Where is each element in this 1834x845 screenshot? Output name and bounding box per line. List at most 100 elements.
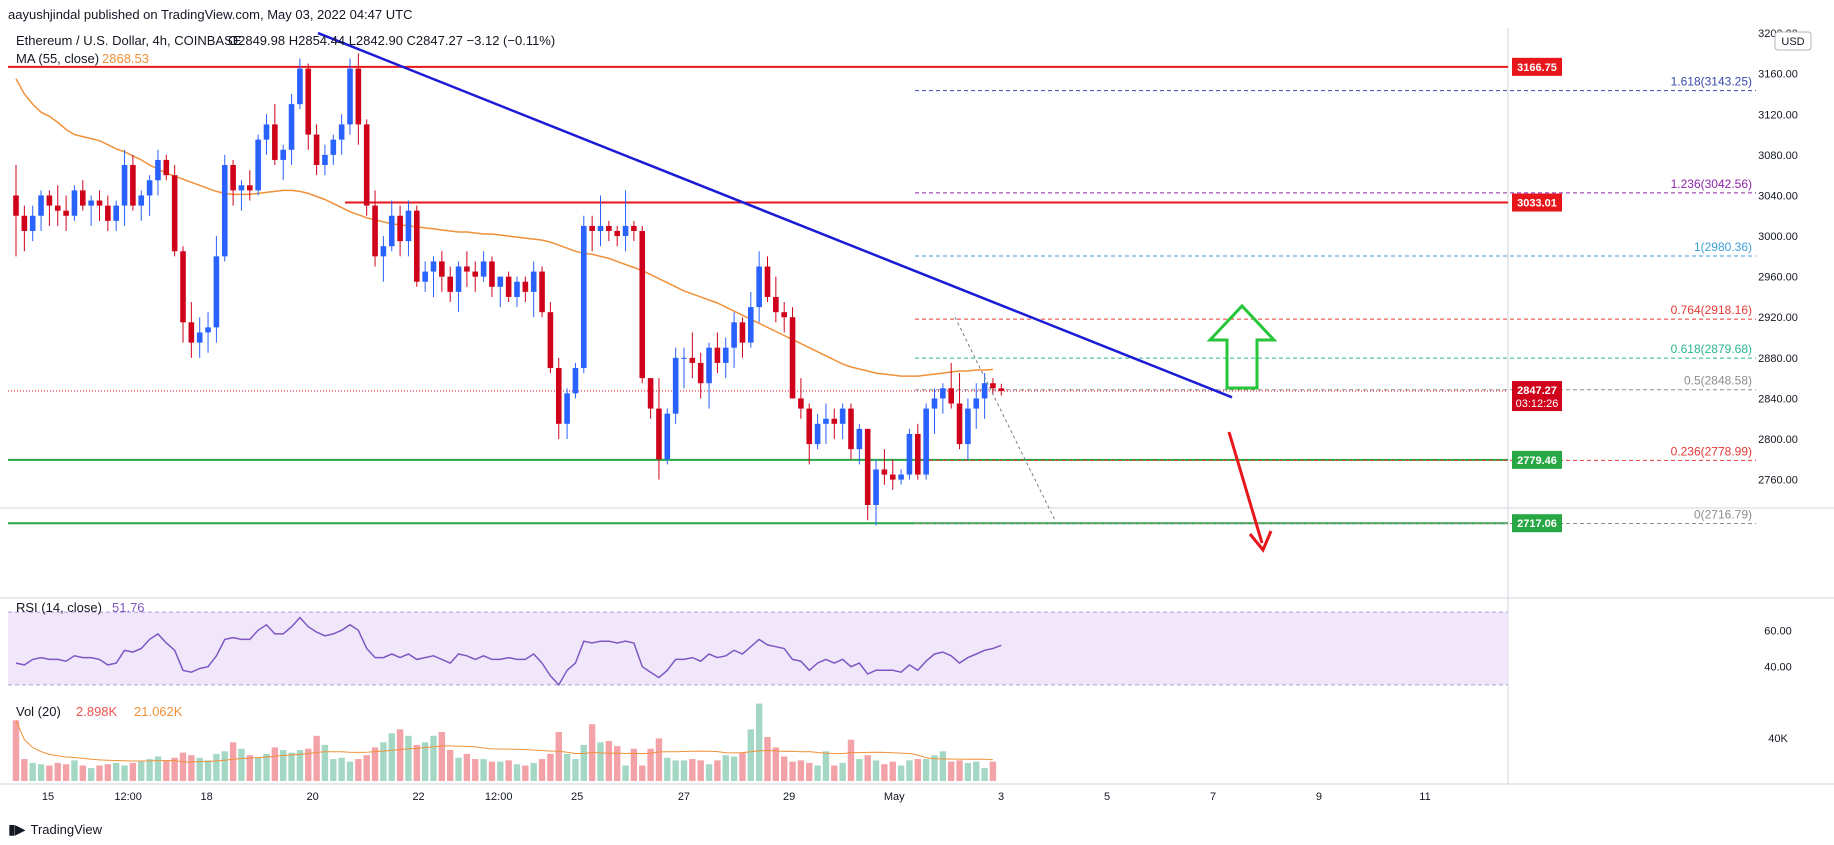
candle-body [748,307,754,343]
volume-bar [922,759,930,781]
time-axis: 15 12:00 18 20 22 12:00 25 27 29 May 3 5 7 9 11 [42,791,1431,803]
candle-body [798,398,804,409]
tradingview-logo[interactable]: ▮▶ TradingView [8,821,102,838]
tradingview-brand: TradingView [30,822,103,837]
volume-bar [154,756,162,781]
projection-line [954,317,1056,521]
candle-body [530,271,537,292]
candle-body [29,215,36,231]
volume-bar [455,757,462,781]
candle-body [948,388,954,404]
candle-body [664,413,671,460]
candles [13,53,1005,526]
candle-body [781,312,787,318]
volume-bar [714,760,721,781]
candle-body [230,165,236,191]
volume-bar [872,760,880,781]
volume-bar [555,731,562,781]
volume-bar [421,742,429,781]
volume-bar [463,753,471,781]
volume-bar [54,762,61,781]
candle-body [247,185,253,191]
price-tick-label: 3120.00 [1758,109,1798,121]
time-tick-label: 11 [1419,791,1430,803]
volume-bar [37,764,45,781]
volume-bar [413,744,420,781]
price-badge [1512,193,1562,212]
candle-body [631,225,637,231]
volume-bar [847,739,855,781]
ma-line [15,78,993,377]
price-badge [1512,514,1562,533]
volume-bar [271,747,279,781]
volume-bar [689,759,696,781]
volume-bar [363,755,370,781]
candle-body [21,215,28,231]
volume-bar [973,761,980,781]
volume-bar [321,744,329,781]
volume-bar [664,757,671,781]
candle-body [622,225,629,237]
volume-bar [964,762,972,781]
volume-bar [513,764,521,781]
candle-body [814,423,821,445]
volume-bar [246,755,253,781]
candle-body [998,388,1005,392]
candle-body [656,408,662,460]
price-tick-label: 2840.00 [1758,393,1798,405]
volume-bar [338,757,345,781]
volume-bar [789,761,796,781]
time-tick-label: 12:00 [485,791,513,803]
candle-body [363,124,370,206]
volume-bar [29,762,36,781]
candle-body [606,225,612,231]
legend-vol-value1: 2.898K [76,704,118,719]
volume-bar [614,746,621,781]
volume-bar [330,759,337,781]
price-tick-label: 2880.00 [1758,353,1798,365]
volume-bar [472,759,479,781]
price-tick-label: 2800.00 [1758,434,1798,446]
candle-body [555,367,562,424]
legend-vol-value2: 21.062K [134,704,183,719]
time-tick-label: 9 [1316,791,1322,803]
volume-bar [739,752,746,781]
price-badge-label: 2779.46 [1517,455,1557,467]
last-price-badge [1512,381,1562,412]
candle-body [839,408,846,424]
volume-bar [831,765,838,781]
legend-rsi-value: 51.76 [112,600,145,615]
candle-body [873,469,879,505]
candle-body [539,271,545,313]
candle-body [697,362,704,384]
volume-bar [948,761,955,781]
candle-body [689,357,696,363]
price-tick-label: 3000.00 [1758,231,1798,243]
drawings [317,31,1278,553]
candle-body [422,271,428,282]
price-badge-label: 3166.75 [1517,62,1557,74]
candle-body [330,139,337,155]
currency-button[interactable] [1774,31,1812,51]
candle-body [54,205,61,211]
candle-body [196,332,203,343]
fib-level-label: 0.618(2879.68) [1671,342,1752,356]
volume-ma-line [15,720,993,763]
candle-body [731,322,737,348]
candle-body [397,215,403,242]
candle-body [180,251,186,323]
candle-body [956,403,963,445]
rsi-tick-label: 40.00 [1764,662,1792,674]
candle-body [923,408,929,475]
fib-level-label: 0.764(2918.16) [1671,303,1752,317]
time-tick-label: 29 [783,791,795,803]
volume-bar [213,753,220,781]
candle-body [130,165,136,206]
candle-body [614,230,620,237]
time-tick-label: May [884,791,905,803]
candle-body [806,408,813,445]
candle-body [940,388,946,399]
candle-body [756,266,762,308]
fib-level-label: 0(2716.79) [1694,507,1752,521]
